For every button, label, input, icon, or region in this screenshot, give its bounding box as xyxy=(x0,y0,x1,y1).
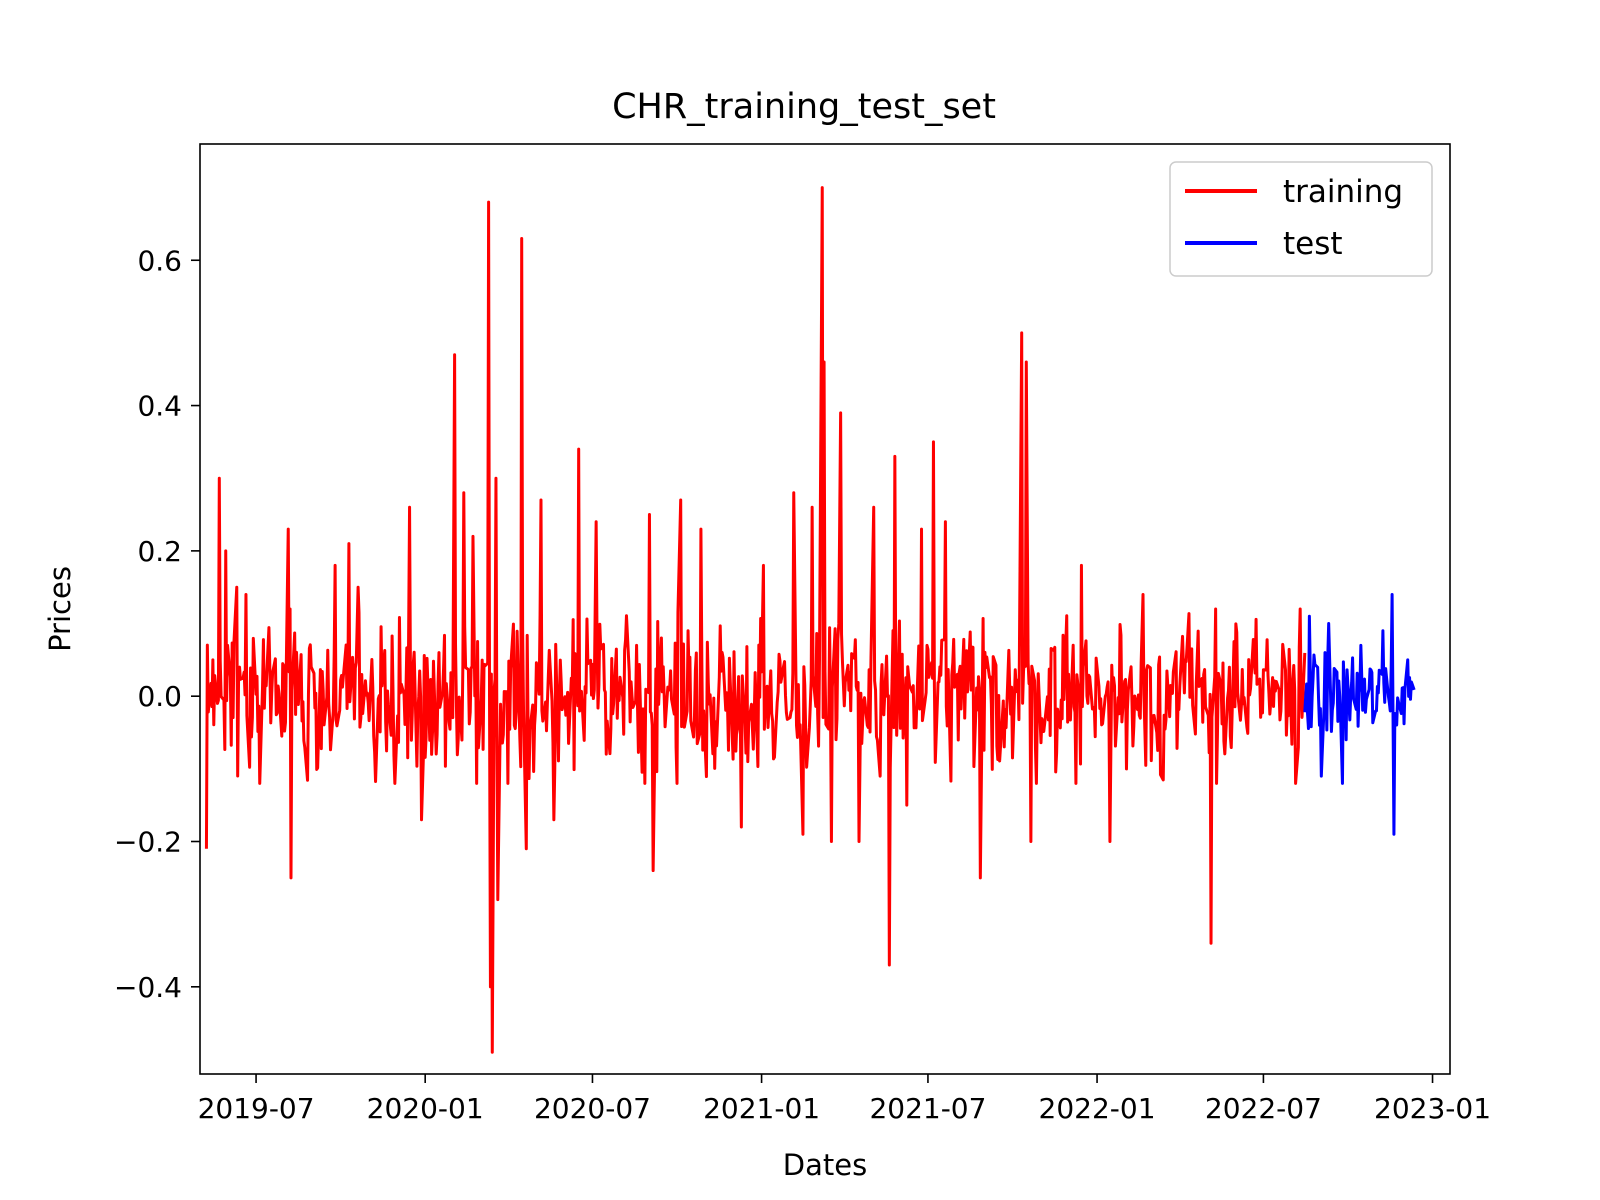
x-tick-label: 2022-07 xyxy=(1205,1092,1322,1125)
legend-label-training: training xyxy=(1283,174,1403,210)
y-tick-label: 0.0 xyxy=(137,680,182,713)
series-layer xyxy=(204,186,1416,1054)
x-tick-label: 2021-01 xyxy=(703,1092,820,1125)
y-tick-label: 0.4 xyxy=(137,390,182,423)
x-tick-label: 2022-01 xyxy=(1039,1092,1156,1125)
series-line-training xyxy=(204,186,1307,1054)
chart-title: CHR_training_test_set xyxy=(612,87,996,127)
x-tick-label: 2023-01 xyxy=(1374,1092,1491,1125)
x-axis-label: Dates xyxy=(783,1148,867,1182)
y-tick-label: 0.6 xyxy=(137,244,182,277)
axes-frame xyxy=(199,143,1451,1075)
legend-label-test: test xyxy=(1283,226,1343,262)
x-tick-label: 2020-07 xyxy=(534,1092,651,1125)
x-tick-label: 2020-01 xyxy=(367,1092,484,1125)
series-line-test xyxy=(1303,592,1416,836)
legend: training test xyxy=(1169,161,1433,277)
x-axis: 2019-07 2020-01 2020-07 2021-01 2021-07 2022-… xyxy=(198,1074,1491,1125)
y-tick-label: 0.2 xyxy=(137,535,182,568)
y-tick-label: −0.2 xyxy=(114,826,182,859)
plot-area xyxy=(199,143,1451,1075)
x-tick-label: 2019-07 xyxy=(198,1092,315,1125)
y-axis-label: Prices xyxy=(43,566,77,652)
y-tick-label: −0.4 xyxy=(114,971,182,1004)
y-axis: −0.4 −0.2 0.0 0.2 0.4 0.6 xyxy=(114,244,200,1004)
x-tick-label: 2021-07 xyxy=(869,1092,986,1125)
